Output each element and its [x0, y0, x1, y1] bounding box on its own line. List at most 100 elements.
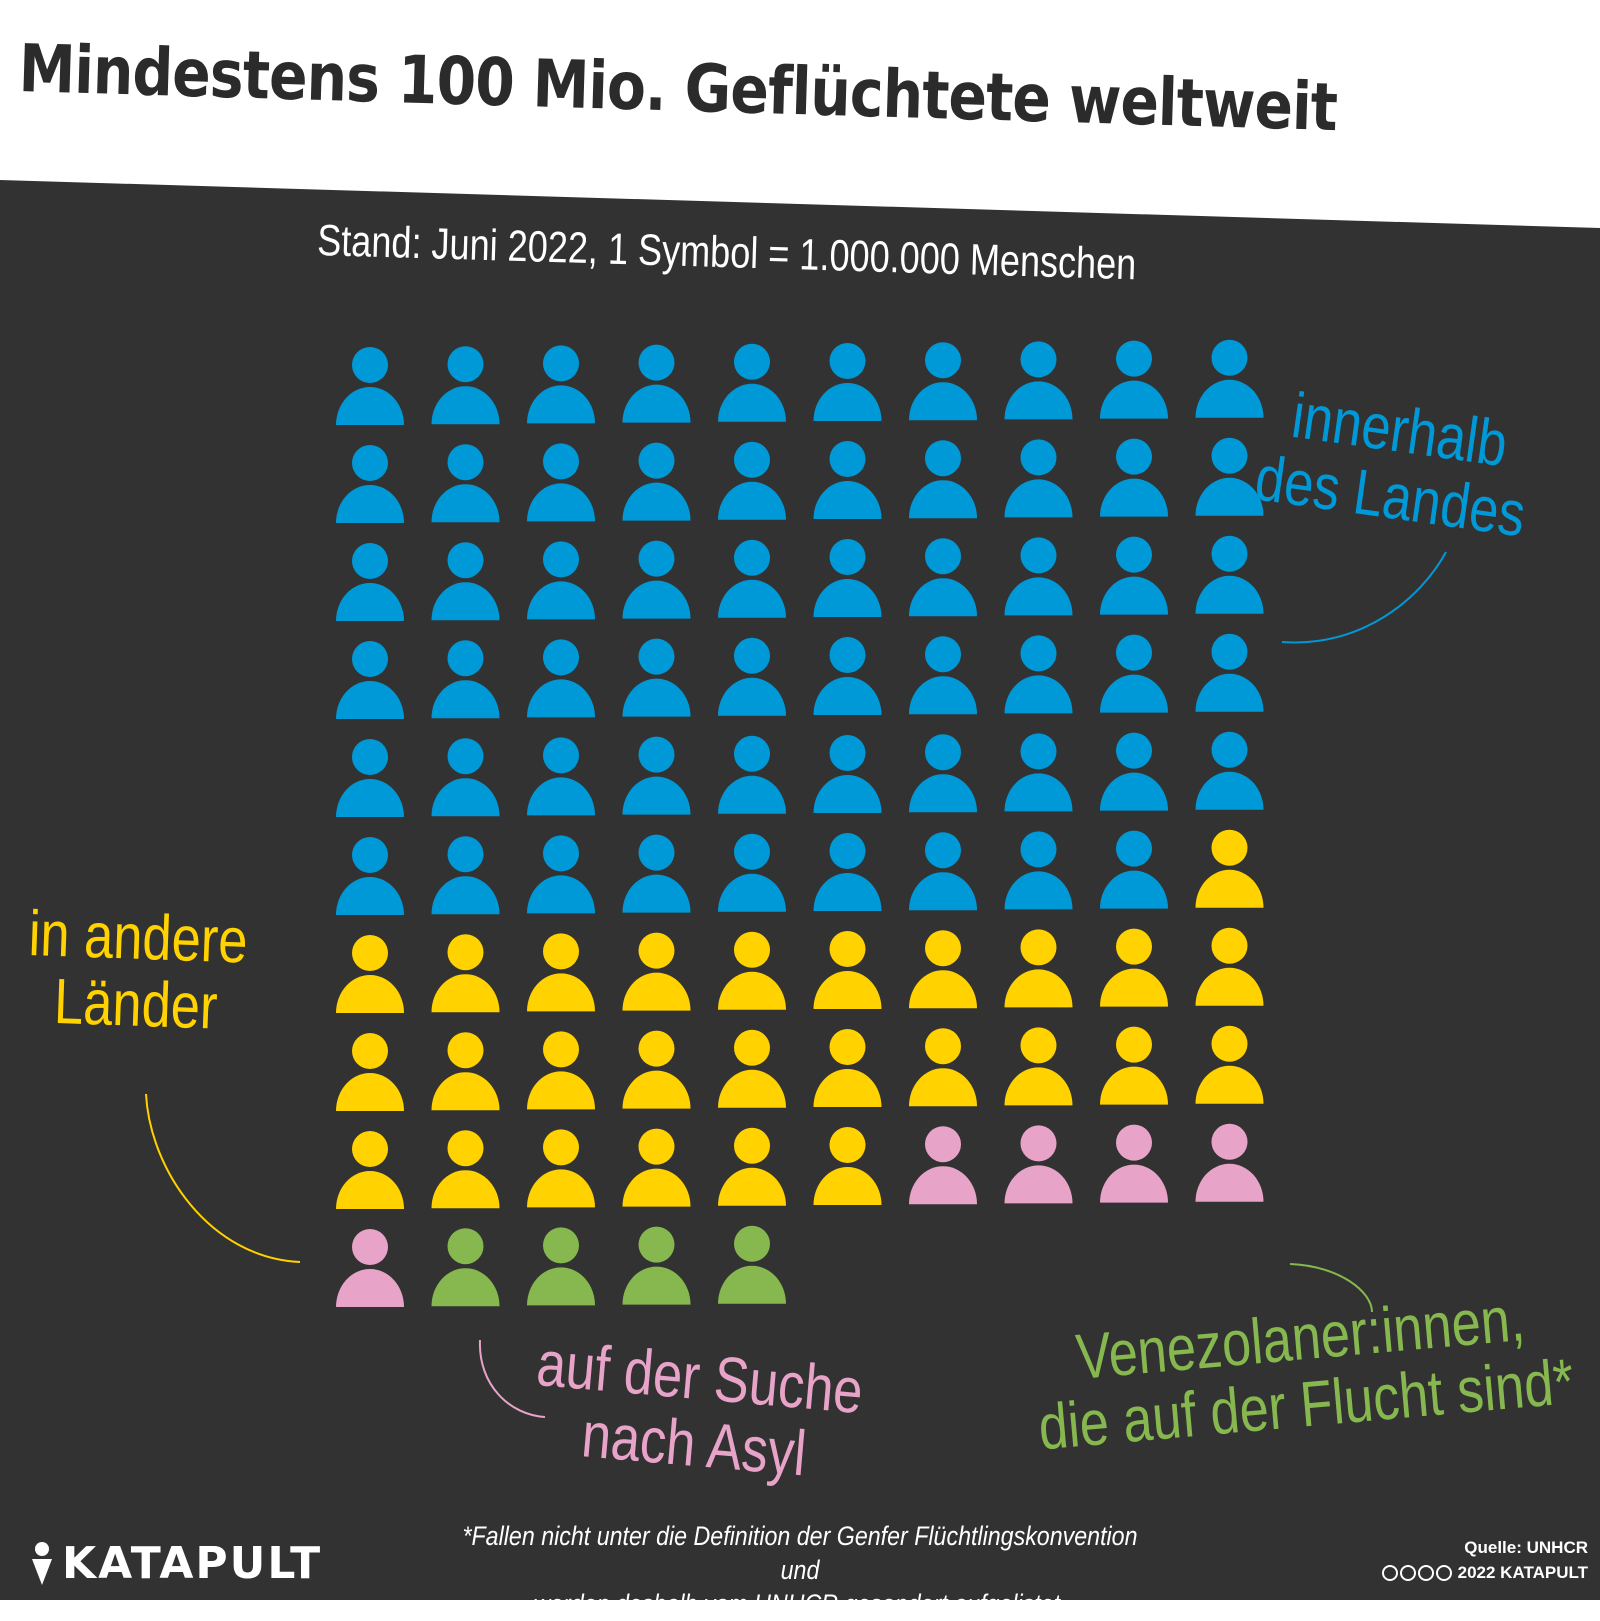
- nc-icon: [1418, 1565, 1434, 1581]
- person-icon: [336, 543, 404, 621]
- person-icon: [336, 1033, 404, 1111]
- cc-license-icons: [1382, 1565, 1452, 1581]
- person-icon: [623, 1031, 691, 1109]
- person-icon: [432, 640, 500, 718]
- leader-line-innen: [1282, 552, 1446, 643]
- person-icon: [909, 538, 977, 616]
- person-icon: [909, 930, 977, 1008]
- person-icon: [1100, 831, 1168, 909]
- katapult-logo-icon: [30, 1541, 54, 1587]
- person-icon: [814, 1127, 882, 1205]
- person-icon: [909, 1126, 977, 1204]
- person-icon: [1005, 439, 1073, 517]
- by-icon: [1400, 1565, 1416, 1581]
- person-icon: [336, 445, 404, 523]
- person-icon: [814, 539, 882, 617]
- person-icon: [527, 1031, 595, 1109]
- person-icon: [1100, 439, 1168, 517]
- source-info: Quelle: UNHCR 2022 KATAPULT: [1382, 1536, 1588, 1585]
- person-icon: [623, 639, 691, 717]
- person-icon: [527, 443, 595, 521]
- person-icon: [432, 1130, 500, 1208]
- person-icon: [336, 641, 404, 719]
- person-icon: [909, 832, 977, 910]
- person-icon: [1005, 733, 1073, 811]
- person-icon: [1100, 341, 1168, 419]
- person-icon: [1196, 1026, 1264, 1104]
- person-icon: [432, 836, 500, 914]
- person-icon: [1005, 537, 1073, 615]
- person-icon: [623, 835, 691, 913]
- person-icon: [909, 440, 977, 518]
- person-icon: [1100, 635, 1168, 713]
- person-icon: [527, 345, 595, 423]
- person-icon: [1196, 1124, 1264, 1202]
- person-icon: [432, 542, 500, 620]
- person-icon: [718, 932, 786, 1010]
- person-icon: [1196, 340, 1264, 418]
- brand-logo: KATAPULT: [30, 1538, 322, 1589]
- person-icon: [909, 734, 977, 812]
- person-icon: [1100, 733, 1168, 811]
- person-icon: [432, 1228, 500, 1306]
- person-icon: [718, 540, 786, 618]
- person-icon: [623, 933, 691, 1011]
- person-icon: [814, 735, 882, 813]
- person-icon: [814, 833, 882, 911]
- person-icon: [432, 346, 500, 424]
- person-icon: [336, 1229, 404, 1307]
- person-icon: [1005, 635, 1073, 713]
- person-icon: [718, 1128, 786, 1206]
- person-icon: [432, 738, 500, 816]
- leader-line-ausland: [146, 1094, 300, 1262]
- person-icon: [814, 637, 882, 715]
- brand-name: KATAPULT: [62, 1538, 322, 1589]
- person-icon: [1100, 929, 1168, 1007]
- person-icon: [909, 636, 977, 714]
- label-andere-laender: in andere Länder: [25, 900, 248, 1042]
- person-icon: [336, 739, 404, 817]
- person-icon: [718, 736, 786, 814]
- footnote-line1: *Fallen nicht unter die Definition der G…: [447, 1520, 1152, 1588]
- person-icon: [1100, 537, 1168, 615]
- person-icon: [814, 441, 882, 519]
- person-icon: [432, 1032, 500, 1110]
- person-icon: [1100, 1027, 1168, 1105]
- label-asyl: auf der Suche nach Asyl: [528, 1330, 865, 1492]
- copyright-text: 2022 KATAPULT: [1458, 1561, 1588, 1586]
- source-text: Quelle: UNHCR: [1382, 1536, 1588, 1561]
- label-ausland-line2: Länder: [25, 967, 246, 1042]
- person-icon: [814, 931, 882, 1009]
- person-icon: [623, 1129, 691, 1207]
- footnote: *Fallen nicht unter die Definition der G…: [447, 1520, 1152, 1621]
- person-icon: [1005, 831, 1073, 909]
- person-icon: [1196, 732, 1264, 810]
- person-icon: [1005, 1027, 1073, 1105]
- person-icon: [336, 1131, 404, 1209]
- person-icon: [336, 935, 404, 1013]
- person-icon: [718, 638, 786, 716]
- person-icon: [623, 345, 691, 423]
- person-icon: [814, 343, 882, 421]
- cc-icon: [1382, 1565, 1398, 1581]
- person-icon: [336, 347, 404, 425]
- person-icon: [718, 1030, 786, 1108]
- person-icon: [527, 639, 595, 717]
- person-icon: [1005, 1125, 1073, 1203]
- label-ausland-line1: in andere: [28, 900, 249, 975]
- person-icon: [909, 342, 977, 420]
- person-icon: [527, 1129, 595, 1207]
- person-icon: [814, 1029, 882, 1107]
- person-icon: [1100, 1125, 1168, 1203]
- person-icon: [336, 837, 404, 915]
- person-icon: [432, 444, 500, 522]
- person-icon: [909, 1028, 977, 1106]
- person-icon: [718, 344, 786, 422]
- person-icon: [432, 934, 500, 1012]
- person-icon: [527, 541, 595, 619]
- person-icon: [623, 443, 691, 521]
- person-icon: [1005, 341, 1073, 419]
- person-icon: [527, 835, 595, 913]
- person-icon: [1196, 928, 1264, 1006]
- person-icon: [718, 1226, 786, 1304]
